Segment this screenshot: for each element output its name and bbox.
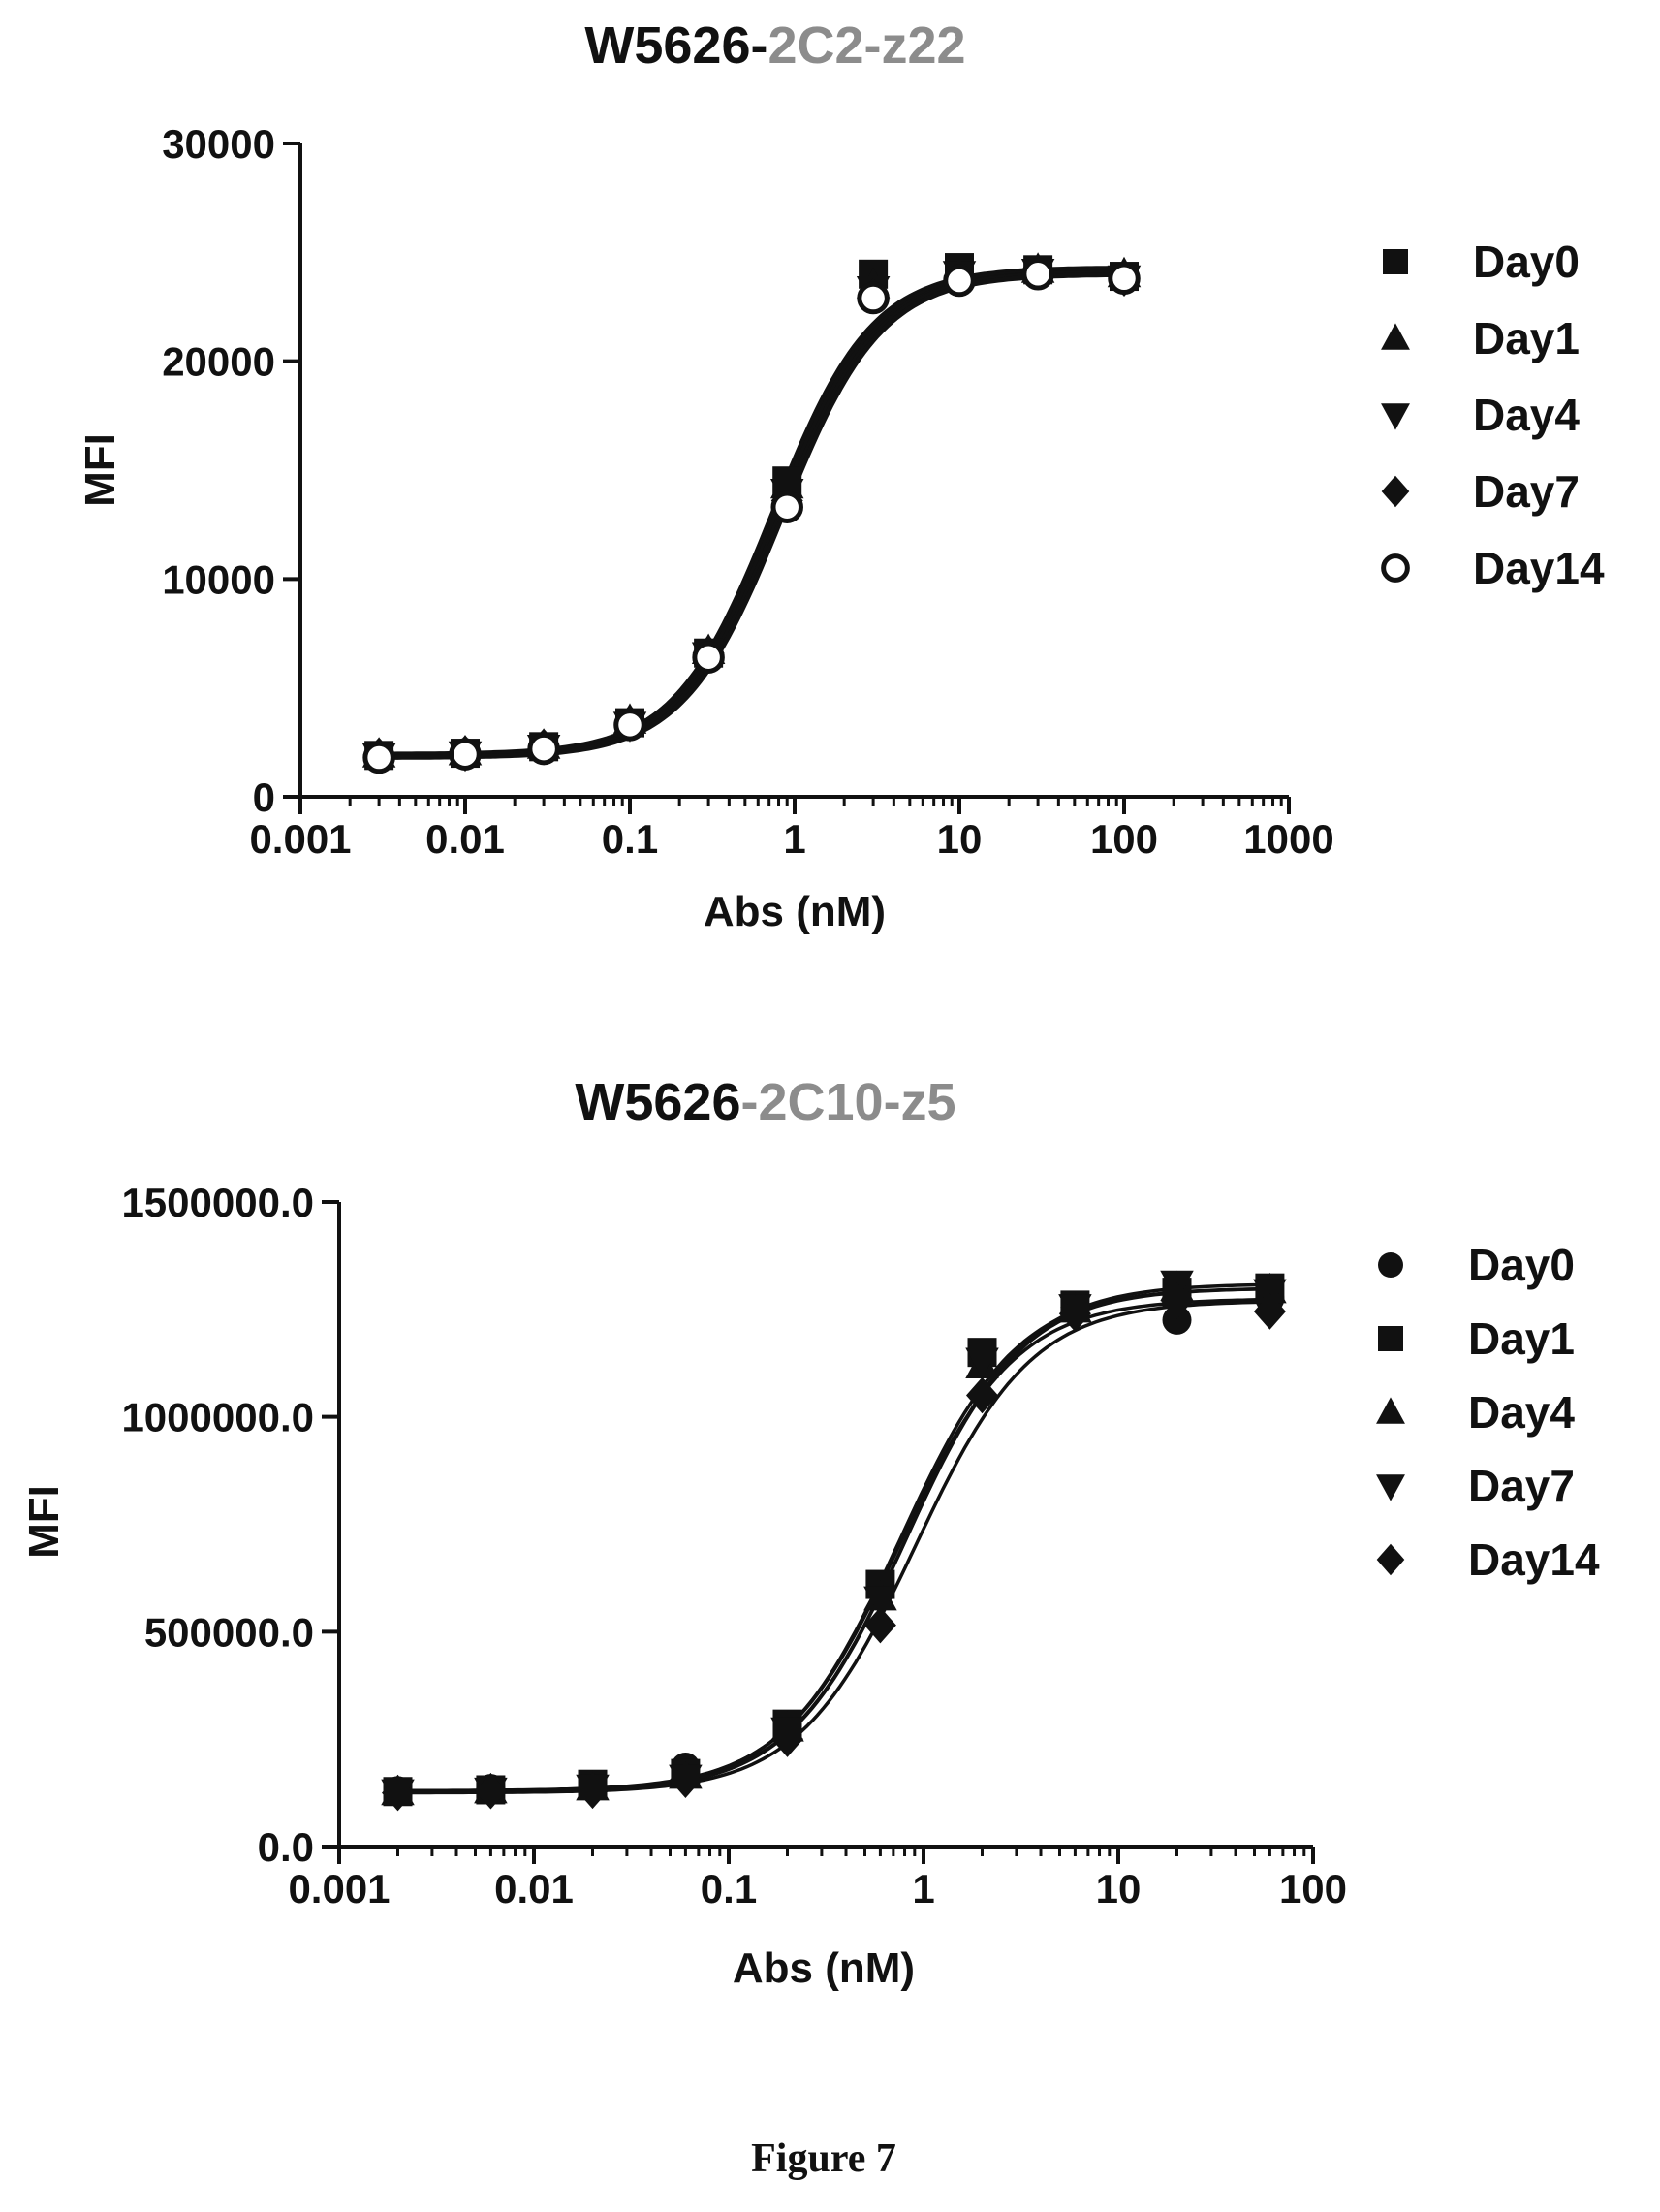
legend-marker-day14 [1376, 1543, 1405, 1576]
chart-2-legend: Day0 Day1 Day4 Day7 Day14 [1376, 1240, 1600, 1585]
fit-curve-day4 [397, 1286, 1270, 1794]
chart-2-title-main: W5626 [575, 1073, 740, 1131]
y-tick-label: 0 [253, 774, 275, 820]
fit-curve-day14 [397, 1300, 1270, 1795]
chart-2: W5626-2C10-z5 0.0 500000.0 1000000.0 150000… [20, 1073, 1600, 1992]
figure-caption: Figure 7 [751, 2136, 896, 2181]
legend-marker-day4 [1376, 1397, 1405, 1424]
legend-label-day4: Day4 [1473, 390, 1580, 440]
legend-label-day7: Day7 [1468, 1461, 1575, 1511]
data-point-day14 [613, 709, 646, 742]
data-point-day14 [966, 1376, 999, 1414]
data-point-day14 [1161, 1282, 1194, 1319]
chart-2-title-highlight: -2C10-z5 [741, 1073, 956, 1131]
legend-marker-day7 [1376, 1474, 1405, 1501]
legend-marker-day1 [1381, 323, 1410, 350]
legend-label-day1: Day1 [1468, 1313, 1575, 1364]
legend-label-day14: Day14 [1468, 1534, 1600, 1585]
x-tick-label: 100 [1090, 816, 1158, 862]
fit-curve-day7 [397, 1282, 1270, 1794]
y-tick-label: 0.0 [258, 1824, 314, 1870]
y-tick-label: 20000 [162, 339, 275, 385]
chart-1-x-axis-label: Abs (nM) [704, 888, 886, 935]
data-point-day14 [771, 1721, 804, 1757]
data-point-day14 [449, 738, 482, 771]
legend-marker-day0 [1383, 249, 1408, 274]
x-tick-label: 100 [1279, 1866, 1347, 1912]
data-point-day0 [1162, 1305, 1192, 1335]
x-tick-label: 1000 [1243, 816, 1333, 862]
chart-1-y-axis-label: MFI [77, 433, 124, 507]
data-point-day14 [382, 1774, 415, 1812]
fit-curve-day1 [397, 1286, 1270, 1793]
legend-label-day0: Day0 [1468, 1240, 1575, 1290]
y-tick-label: 1000000.0 [121, 1395, 314, 1440]
fit-curve-day0 [397, 1297, 1270, 1793]
data-point-day14 [474, 1773, 507, 1810]
data-point-day14 [1253, 1293, 1286, 1330]
chart-2-fit-curves [397, 1282, 1270, 1795]
y-tick-label: 30000 [162, 121, 275, 167]
x-tick-label: 10 [937, 816, 983, 862]
data-point-day14 [943, 264, 976, 298]
fit-curve-day4 [379, 269, 1124, 759]
data-point-day14 [527, 732, 560, 766]
legend-label-day14: Day14 [1473, 543, 1605, 593]
fit-curve-day1 [379, 268, 1125, 757]
legend-marker-day0 [1378, 1252, 1403, 1278]
legend-label-day7: Day7 [1473, 466, 1580, 517]
x-tick-label: 0.001 [288, 1866, 390, 1912]
data-point-day14 [577, 1772, 610, 1810]
fit-curve-day14 [379, 271, 1124, 760]
data-point-day14 [669, 1761, 702, 1799]
legend-label-day1: Day1 [1473, 313, 1580, 363]
chart-1-title-main: W5626- [584, 16, 767, 75]
legend-label-day4: Day4 [1468, 1387, 1575, 1438]
data-point-day14 [857, 281, 890, 315]
data-point-day14 [863, 1606, 896, 1644]
legend-marker-day7 [1381, 475, 1410, 508]
chart-2-axes: 0.0 500000.0 1000000.0 1500000.0 0.001 0.01 0.… [121, 1180, 1347, 1912]
legend-label-day0: Day0 [1473, 237, 1580, 287]
chart-1-title: W5626-2C2-z22 [584, 16, 965, 75]
data-point-day14 [362, 741, 395, 774]
chart-2-title: W5626-2C10-z5 [575, 1073, 955, 1131]
chart-2-data-points [381, 1270, 1287, 1812]
legend-marker-day1 [1378, 1326, 1403, 1351]
chart-1-axes: 0 10000 20000 30000 0.001 0.01 0.1 1 10 100 1000 [162, 121, 1334, 862]
legend-marker-day4 [1381, 403, 1410, 430]
chart-1-fit-curves [379, 266, 1125, 760]
chart-1-title-highlight: 2C2-z22 [767, 16, 965, 75]
fit-curve-day0 [379, 266, 1124, 758]
y-tick-label: 1500000.0 [121, 1180, 314, 1225]
y-tick-label: 10000 [162, 556, 275, 602]
data-point-day7 [965, 1347, 999, 1379]
data-point-day14 [692, 641, 725, 674]
data-point-day14 [770, 490, 803, 523]
fit-curve-day7 [379, 269, 1125, 758]
data-point-day14 [1021, 258, 1054, 291]
x-tick-label: 1 [783, 816, 805, 862]
x-tick-label: 0.1 [602, 816, 658, 862]
chart-1-legend: Day0 Day1 Day4 Day7 Day14 [1381, 237, 1605, 593]
chart-2-x-axis-label: Abs (nM) [733, 1944, 915, 1992]
chart-1-data-points [361, 252, 1142, 774]
x-tick-label: 0.01 [425, 816, 505, 862]
y-tick-label: 500000.0 [144, 1609, 314, 1655]
x-tick-label: 0.01 [494, 1866, 574, 1912]
x-tick-label: 0.1 [701, 1866, 757, 1912]
chart-2-y-axis-label: MFI [20, 1485, 68, 1559]
x-tick-label: 10 [1096, 1866, 1142, 1912]
data-point-day7 [863, 1586, 897, 1618]
legend-marker-day14 [1381, 553, 1410, 583]
data-point-day14 [1058, 1295, 1091, 1333]
x-tick-label: 1 [912, 1866, 934, 1912]
x-tick-label: 0.001 [249, 816, 351, 862]
data-point-day14 [1108, 262, 1141, 296]
